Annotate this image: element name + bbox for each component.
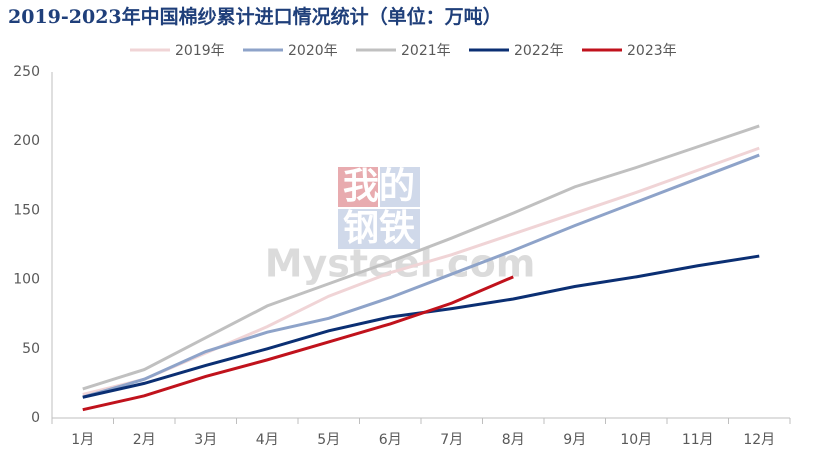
y-tick-label: 0 xyxy=(31,410,40,426)
x-tick-label: 3月 xyxy=(194,432,217,448)
x-tick-label: 9月 xyxy=(563,432,586,448)
watermark: 我的 钢铁 Mysteel.com xyxy=(265,166,536,286)
y-tick-label: 200 xyxy=(13,133,40,149)
chart-title: 2019-2023年中国棉纱累计进口情况统计（单位：万吨） xyxy=(8,5,502,28)
watermark-box xyxy=(380,167,420,207)
x-tick-label: 6月 xyxy=(379,432,402,448)
x-tick-label: 1月 xyxy=(71,432,94,448)
y-tick-label: 150 xyxy=(13,202,40,218)
watermark-box xyxy=(338,209,420,249)
watermark-text: 钢铁 xyxy=(343,208,415,249)
watermark-text: 我的 xyxy=(343,166,415,207)
series-line xyxy=(82,124,760,391)
x-tick-label: 5月 xyxy=(317,432,340,448)
y-tick-label: 100 xyxy=(13,272,40,288)
x-tick-label: 8月 xyxy=(502,432,525,448)
x-tick-label: 7月 xyxy=(440,432,463,448)
legend-label: 2022年 xyxy=(514,43,564,59)
series-line xyxy=(82,153,760,399)
y-tick-label: 250 xyxy=(13,64,40,80)
watermark-box xyxy=(338,167,378,207)
x-tick-label: 11月 xyxy=(682,432,714,448)
y-tick-label: 50 xyxy=(22,341,40,357)
x-tick-label: 4月 xyxy=(256,432,279,448)
legend-label: 2019年 xyxy=(175,43,225,59)
x-tick-label: 12月 xyxy=(743,432,775,448)
watermark-text: Mysteel.com xyxy=(265,242,536,286)
legend-label: 2020年 xyxy=(288,43,338,59)
legend-label: 2023年 xyxy=(627,43,677,59)
x-tick-label: 10月 xyxy=(620,432,652,448)
series-line xyxy=(82,275,514,412)
legend-label: 2021年 xyxy=(401,43,451,59)
x-tick-label: 2月 xyxy=(133,432,156,448)
